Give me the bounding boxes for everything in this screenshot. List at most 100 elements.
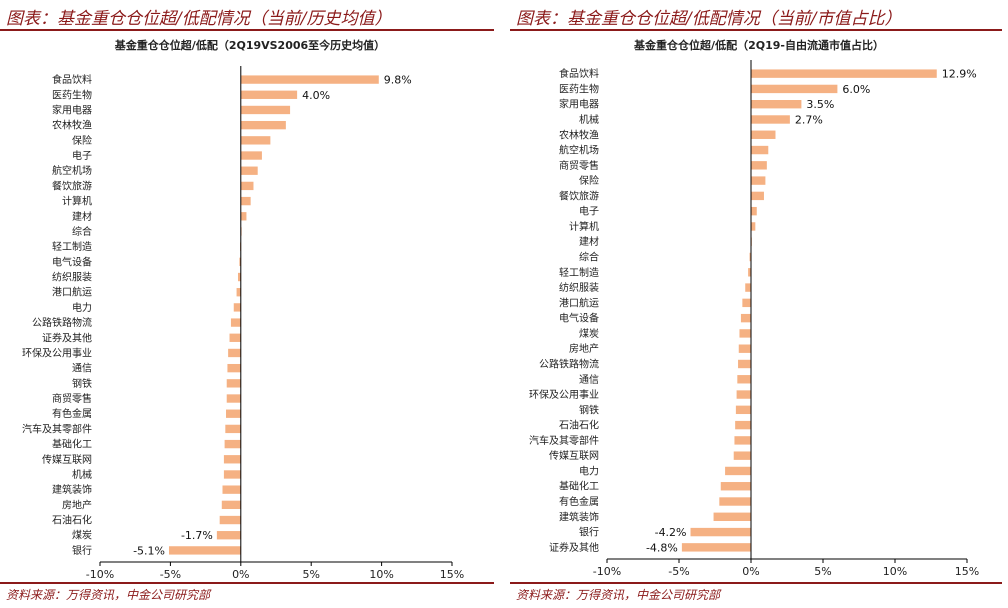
- bar: [223, 455, 241, 464]
- x-tick-label: 5%: [302, 568, 319, 581]
- category-label: 农林牧渔: [559, 128, 599, 141]
- bar: [236, 288, 241, 297]
- x-tick-label: 5%: [814, 565, 831, 578]
- category-label: 计算机: [62, 195, 92, 208]
- x-tick-label: 15%: [440, 568, 464, 581]
- data-label: 9.8%: [384, 74, 412, 87]
- bar: [224, 439, 241, 449]
- category-label: 餐饮旅游: [559, 189, 599, 202]
- bar: [719, 497, 751, 506]
- x-tick-label: -10%: [86, 568, 114, 581]
- bar: [226, 409, 241, 418]
- bar: [228, 348, 241, 358]
- category-label: 航空机场: [559, 144, 599, 157]
- chart-panel-right: 图表：基金重仓仓位超/低配情况（当前/市值占比） 基金重仓仓位超/低配（2Q19…: [510, 0, 1008, 608]
- bar: [227, 363, 241, 373]
- bar: [742, 298, 751, 308]
- bar: [239, 257, 241, 267]
- bar: [219, 515, 241, 525]
- category-label: 房地产: [62, 498, 92, 511]
- data-label: 2.7%: [795, 113, 823, 126]
- category-label: 煤炭: [579, 327, 599, 340]
- bar: [733, 451, 751, 460]
- category-label: 港口航运: [52, 286, 92, 299]
- category-label: 电气设备: [559, 312, 599, 325]
- bar: [751, 161, 767, 170]
- x-tick-label: 0%: [232, 568, 249, 581]
- category-label: 建材: [72, 210, 92, 223]
- figure-title: 图表：基金重仓仓位超/低配情况（当前/市值占比）: [516, 9, 902, 29]
- bar: [736, 390, 751, 399]
- x-tick-label: 10%: [369, 568, 393, 581]
- bar: [713, 512, 751, 521]
- bar: [681, 543, 751, 552]
- category-label: 保险: [579, 174, 599, 187]
- bar: [230, 318, 241, 327]
- bar: [751, 84, 838, 94]
- data-label: -4.2%: [655, 526, 687, 539]
- data-label: 12.9%: [942, 68, 977, 81]
- category-label: 传媒互联网: [549, 450, 599, 462]
- category-label: 建材: [579, 235, 599, 248]
- category-label: 食品饮料: [52, 73, 92, 86]
- chart-title: 基金重仓仓位超/低配（2Q19VS2006至今历史均值）: [114, 39, 386, 52]
- bar: [751, 115, 790, 124]
- category-label: 石油石化: [559, 419, 599, 432]
- bar: [229, 333, 241, 342]
- category-label: 通信: [72, 363, 92, 375]
- top-rule: [0, 29, 494, 31]
- bar: [690, 527, 751, 537]
- top-rule: [510, 29, 1002, 31]
- category-label: 证券及其他: [549, 541, 599, 554]
- bar: [738, 344, 751, 353]
- category-label: 家用电器: [559, 98, 599, 111]
- bar: [738, 359, 751, 369]
- bar-chart-left: 食品饮料 9.8% 医药生物 4.0% 家用电器农林牧渔保险电子航空机场餐饮旅游计算机建…: [22, 66, 464, 581]
- bar: [725, 466, 751, 476]
- data-label: -5.1%: [133, 544, 165, 557]
- chart-title: 基金重仓仓位超/低配（2Q19-自由流通市值占比）: [634, 39, 884, 52]
- category-label: 公路铁路物流: [32, 316, 92, 329]
- chart-panel-left: 图表：基金重仓仓位超/低配情况（当前/历史均值） 基金重仓仓位超/低配（2Q19…: [0, 0, 500, 608]
- bar: [751, 145, 769, 155]
- category-label: 商贸零售: [559, 159, 599, 172]
- data-label: 3.5%: [806, 98, 834, 111]
- category-label: 汽车及其零部件: [529, 434, 599, 447]
- category-label: 基础化工: [559, 480, 599, 493]
- x-tick-label: -10%: [593, 565, 621, 578]
- category-label: 餐饮旅游: [52, 179, 92, 192]
- bar: [237, 272, 241, 282]
- bar: [735, 405, 751, 415]
- category-label: 有色金属: [52, 407, 92, 420]
- category-label: 机械: [579, 113, 599, 126]
- data-label: 4.0%: [302, 89, 330, 102]
- category-label: 房地产: [569, 342, 599, 355]
- category-label: 钢铁: [72, 377, 92, 390]
- bar: [233, 303, 241, 312]
- bar: [751, 69, 937, 78]
- bar: [240, 75, 379, 84]
- category-label: 环保及公用事业: [22, 346, 92, 359]
- category-label: 电力: [72, 301, 92, 314]
- bottom-rule: [510, 582, 1002, 584]
- category-label: 航空机场: [52, 164, 92, 177]
- bar: [751, 176, 766, 185]
- category-label: 电气设备: [52, 255, 92, 268]
- category-label: 基础化工: [52, 438, 92, 451]
- category-label: 传媒互联网: [42, 454, 92, 466]
- x-tick-label: -5%: [668, 565, 689, 578]
- bar: [240, 120, 286, 130]
- bar: [225, 424, 241, 434]
- category-label: 银行: [72, 544, 92, 557]
- bar: [216, 531, 241, 540]
- category-label: 证券及其他: [42, 331, 92, 344]
- bar-chart-right: 食品饮料 12.9% 医药生物 6.0% 家用电器 3.5% 机械 2.7% 农林牧渔航空机场商…: [529, 60, 979, 578]
- category-label: 综合: [579, 251, 599, 264]
- bar: [240, 212, 247, 221]
- category-label: 医药生物: [559, 82, 599, 95]
- bar: [751, 191, 764, 201]
- bar: [748, 268, 751, 277]
- bar: [240, 136, 271, 145]
- bar: [751, 100, 802, 109]
- bar: [240, 105, 291, 115]
